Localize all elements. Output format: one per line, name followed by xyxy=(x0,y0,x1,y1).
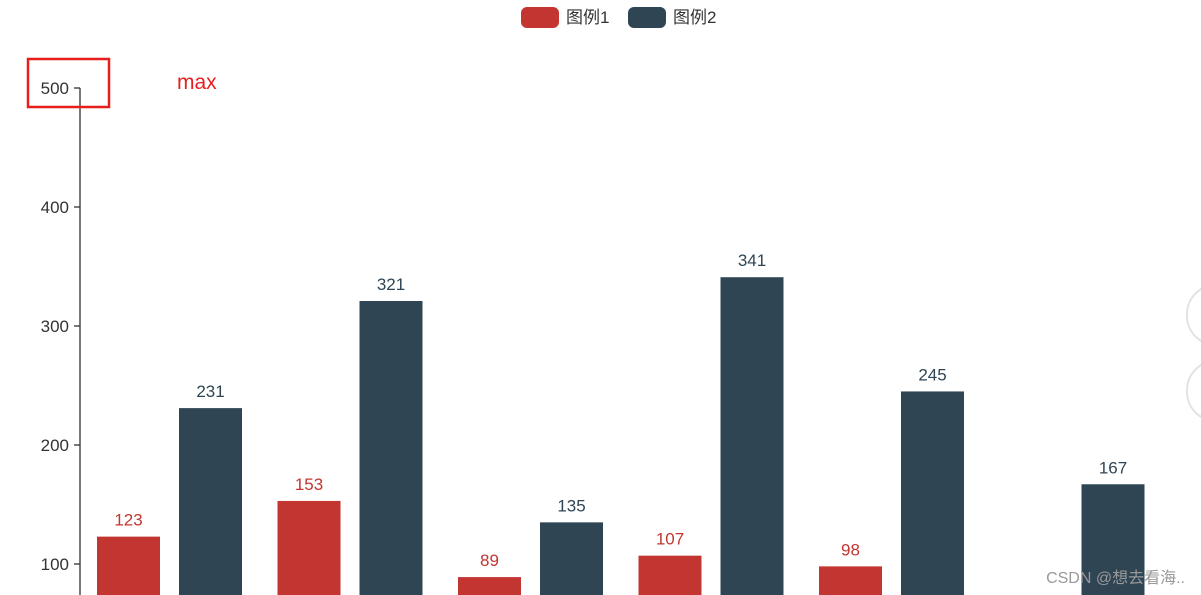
y-tick-label: 100 xyxy=(41,555,69,574)
legend[interactable]: 图例1 图例2 xyxy=(521,7,716,28)
bar-value-label: 245 xyxy=(918,365,946,384)
bar xyxy=(720,277,784,595)
legend-label-2[interactable]: 图例2 xyxy=(673,8,716,27)
bar xyxy=(277,500,341,595)
y-tick-label: 200 xyxy=(41,436,69,455)
bar xyxy=(819,566,882,595)
bar-value-label: 231 xyxy=(196,382,224,401)
max-highlight-box xyxy=(26,57,111,109)
y-tick-label: 400 xyxy=(41,198,69,217)
bar-value-label: 321 xyxy=(377,275,405,294)
legend-label-1[interactable]: 图例1 xyxy=(566,8,609,27)
bar-labels: 123 153 89 107 98 231 321 135 341 245 167 xyxy=(114,251,1127,570)
bar-value-label: 341 xyxy=(738,251,766,270)
max-annotation-label: max xyxy=(177,71,217,94)
annotation: max xyxy=(26,57,217,109)
bar-value-label: 89 xyxy=(480,551,499,570)
bar xyxy=(458,577,521,595)
legend-swatch-1[interactable] xyxy=(521,7,559,28)
bar-value-label: 153 xyxy=(295,475,323,494)
bar-value-label: 98 xyxy=(841,540,860,559)
watermark: CSDN @想去看海.. xyxy=(1046,569,1185,587)
bar xyxy=(359,301,423,595)
bar-value-label: 135 xyxy=(557,496,585,515)
bar xyxy=(97,536,160,595)
y-axis: 100 200 300 400 500 xyxy=(41,79,81,595)
y-tick-label: 500 xyxy=(41,79,69,98)
bar xyxy=(540,522,603,595)
bar xyxy=(179,408,242,595)
bar xyxy=(638,555,702,595)
bar-value-label: 167 xyxy=(1099,458,1127,477)
legend-swatch-2[interactable] xyxy=(628,7,666,28)
bar xyxy=(1081,484,1145,595)
bars xyxy=(97,277,1145,595)
bar xyxy=(901,391,964,595)
bar-value-label: 123 xyxy=(114,511,142,530)
y-tick-label: 300 xyxy=(41,317,69,336)
bar-value-label: 107 xyxy=(656,530,684,549)
